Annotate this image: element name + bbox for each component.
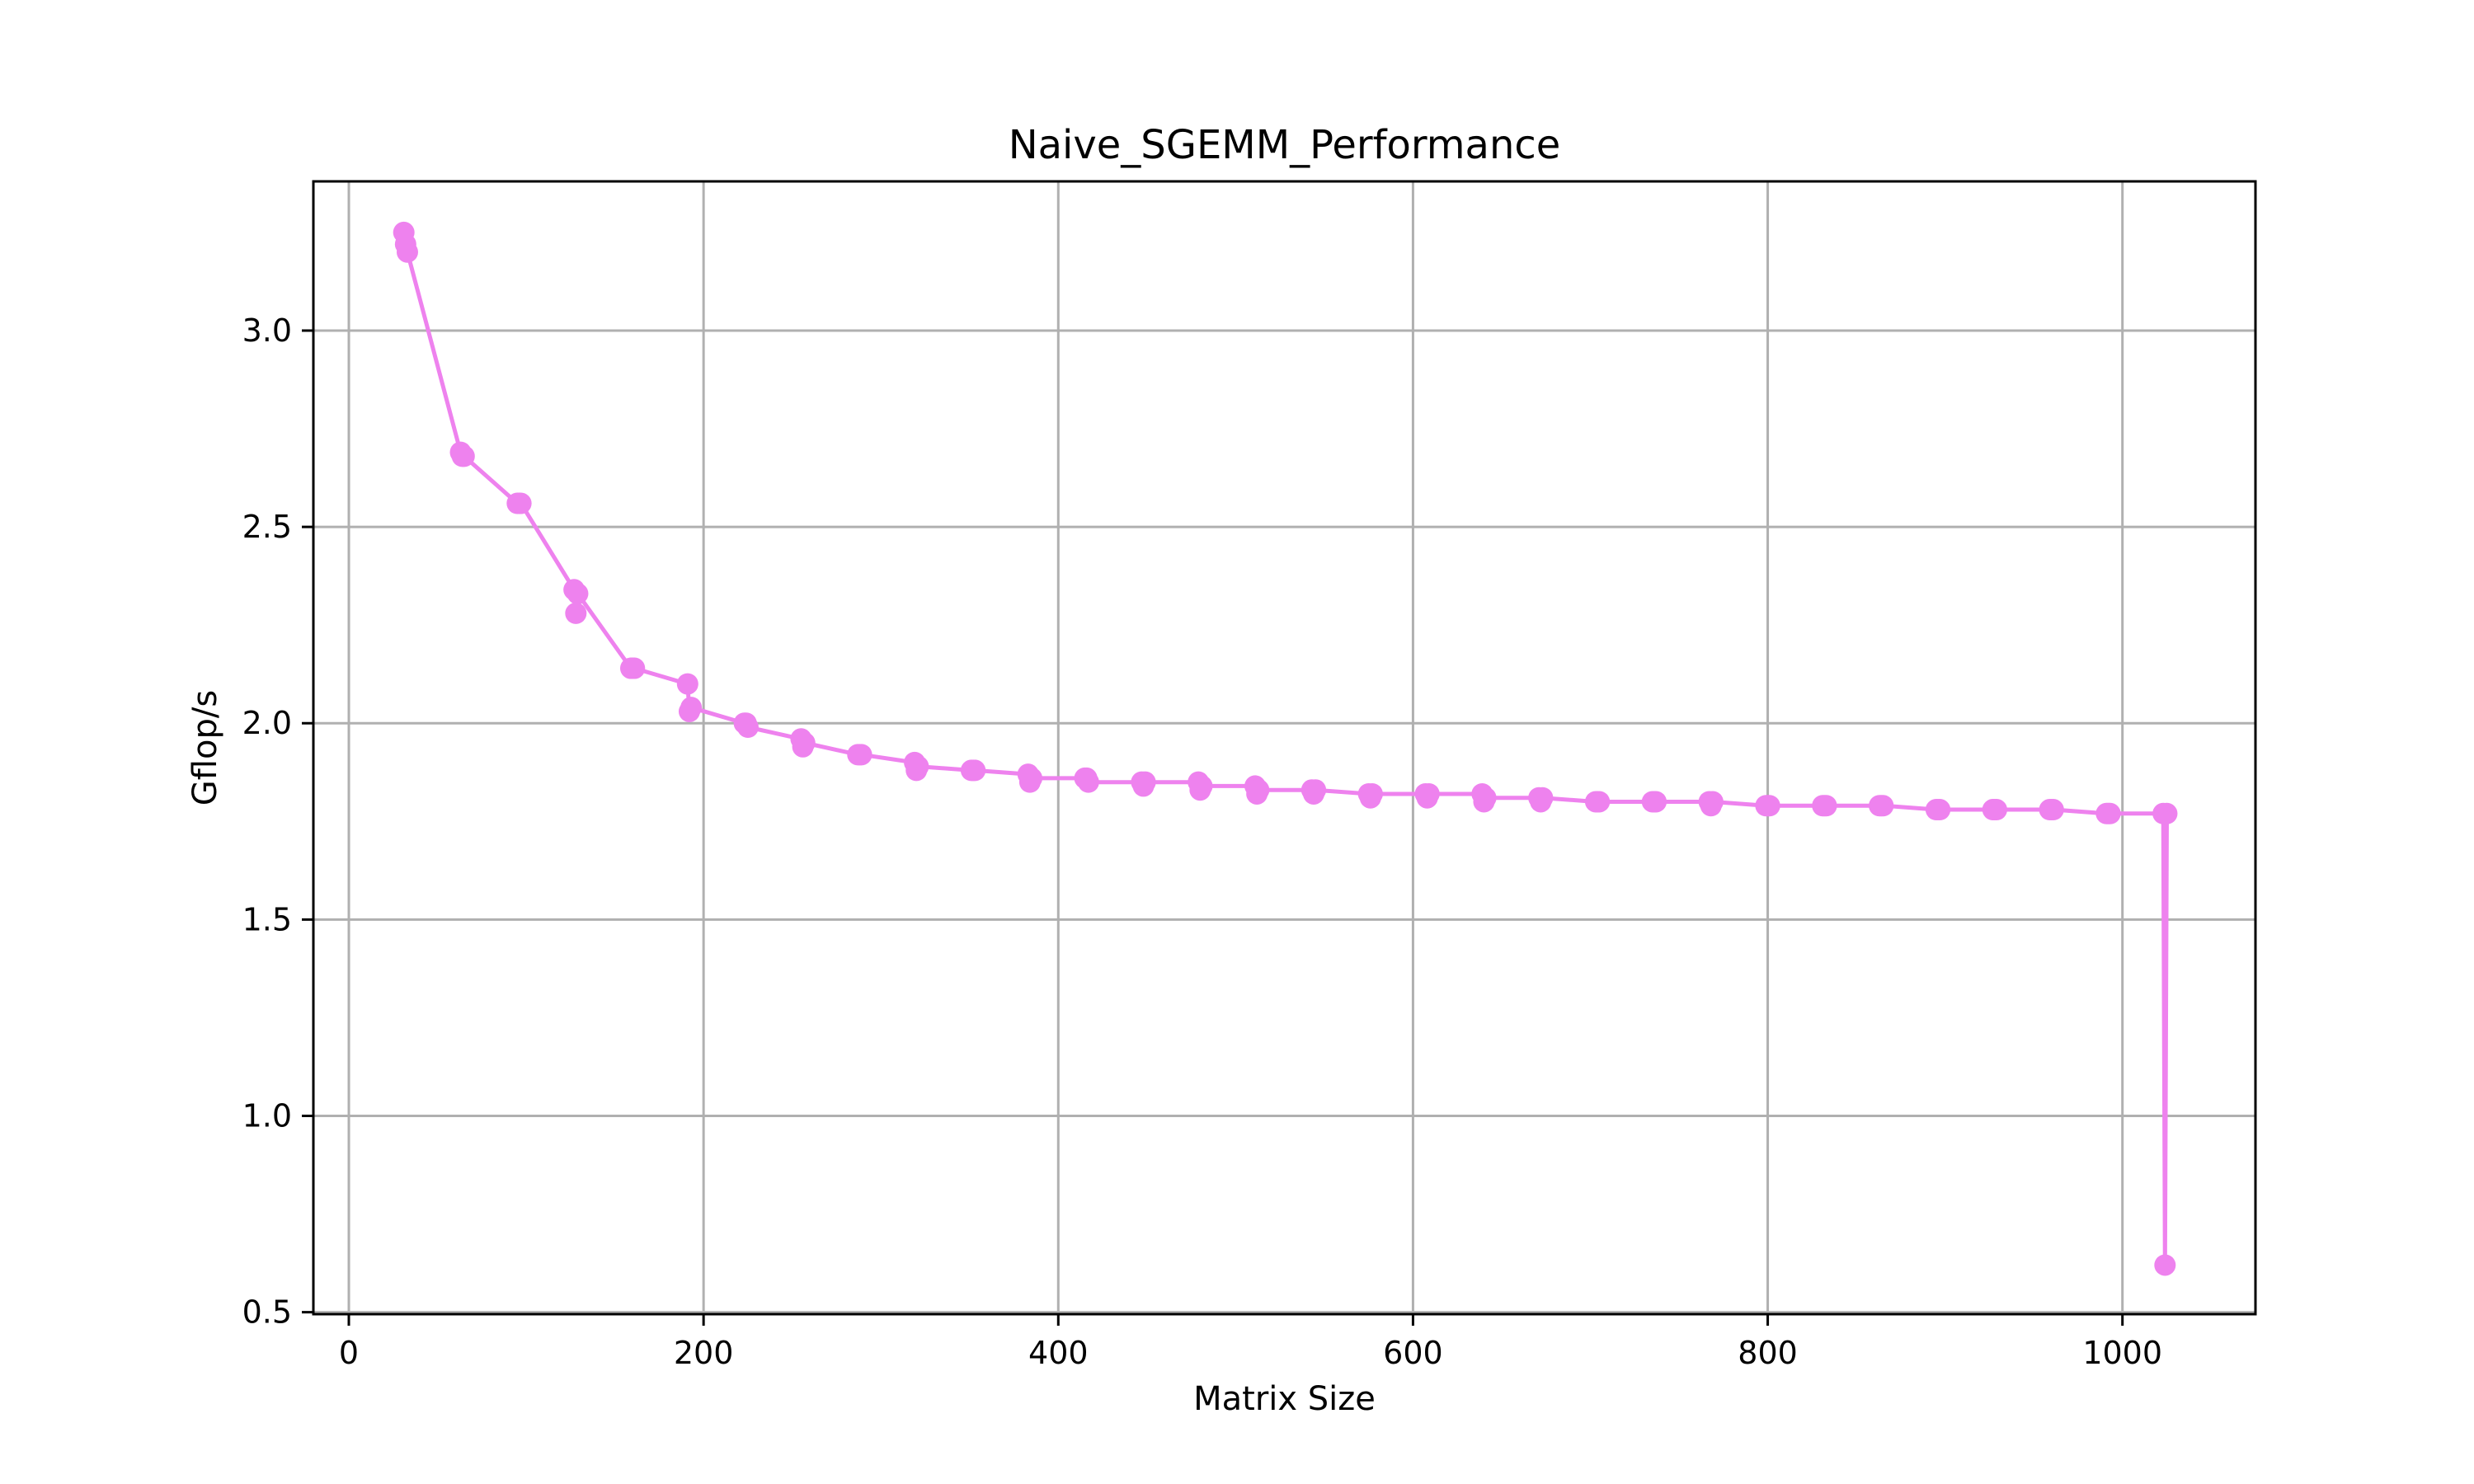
y-tick-label: 3.0 bbox=[242, 312, 292, 349]
plot-frame bbox=[312, 180, 2257, 1316]
y-tick-label: 1.5 bbox=[242, 901, 292, 937]
data-point bbox=[2042, 799, 2064, 821]
series-layer bbox=[393, 221, 2178, 1276]
data-point bbox=[736, 716, 759, 738]
x-tick-label: 800 bbox=[1738, 1335, 1798, 1371]
data-point bbox=[1418, 782, 1440, 805]
data-point bbox=[1134, 771, 1156, 793]
x-tick-label: 0 bbox=[339, 1335, 359, 1371]
y-tick-label: 0.5 bbox=[242, 1294, 292, 1331]
data-point bbox=[1531, 787, 1554, 809]
data-point bbox=[1645, 791, 1667, 813]
y-axis-label: Gflop/s bbox=[186, 690, 224, 805]
data-point bbox=[1475, 787, 1497, 809]
x-tick-label: 400 bbox=[1028, 1335, 1089, 1371]
data-point bbox=[2156, 802, 2178, 824]
y-tick-label: 1.0 bbox=[242, 1097, 292, 1134]
axis-ticks: 0 200 400 600 800 1000 0.5 1.0 1.5 2.0 2.5 3.0 bbox=[242, 312, 2162, 1371]
data-point bbox=[1361, 782, 1383, 805]
data-point bbox=[1305, 779, 1327, 801]
y-tick-label: 2.5 bbox=[242, 509, 292, 545]
data-point bbox=[396, 241, 418, 263]
data-point bbox=[1021, 767, 1043, 789]
data-point bbox=[565, 602, 587, 624]
data-point bbox=[1872, 795, 1894, 817]
data-point bbox=[1929, 799, 1951, 821]
data-point bbox=[1758, 795, 1780, 817]
data-point bbox=[793, 732, 816, 754]
data-point bbox=[2154, 1254, 2176, 1276]
x-tick-label: 200 bbox=[674, 1335, 734, 1371]
data-point bbox=[1077, 771, 1099, 793]
data-point bbox=[676, 673, 698, 695]
data-point bbox=[1588, 791, 1611, 813]
data-point bbox=[1986, 799, 2007, 821]
x-axis-label: Matrix Size bbox=[1193, 1380, 1376, 1418]
data-point bbox=[1191, 775, 1213, 797]
gridlines bbox=[313, 181, 2255, 1314]
data-point bbox=[850, 744, 872, 766]
data-point bbox=[453, 445, 475, 467]
y-tick-label: 2.0 bbox=[242, 705, 292, 741]
data-point bbox=[567, 583, 589, 605]
x-tick-label: 600 bbox=[1383, 1335, 1443, 1371]
x-tick-label: 1000 bbox=[2082, 1335, 2162, 1371]
chart-title: Naive_SGEMM_Performance bbox=[1009, 122, 1561, 168]
data-point bbox=[1248, 779, 1270, 801]
data-point bbox=[964, 759, 986, 782]
data-point bbox=[1701, 791, 1724, 813]
data-point bbox=[1815, 795, 1837, 817]
data-point bbox=[680, 697, 703, 719]
data-point bbox=[907, 755, 929, 777]
data-point bbox=[2099, 802, 2121, 824]
data-point bbox=[510, 492, 532, 514]
data-point bbox=[623, 657, 646, 679]
